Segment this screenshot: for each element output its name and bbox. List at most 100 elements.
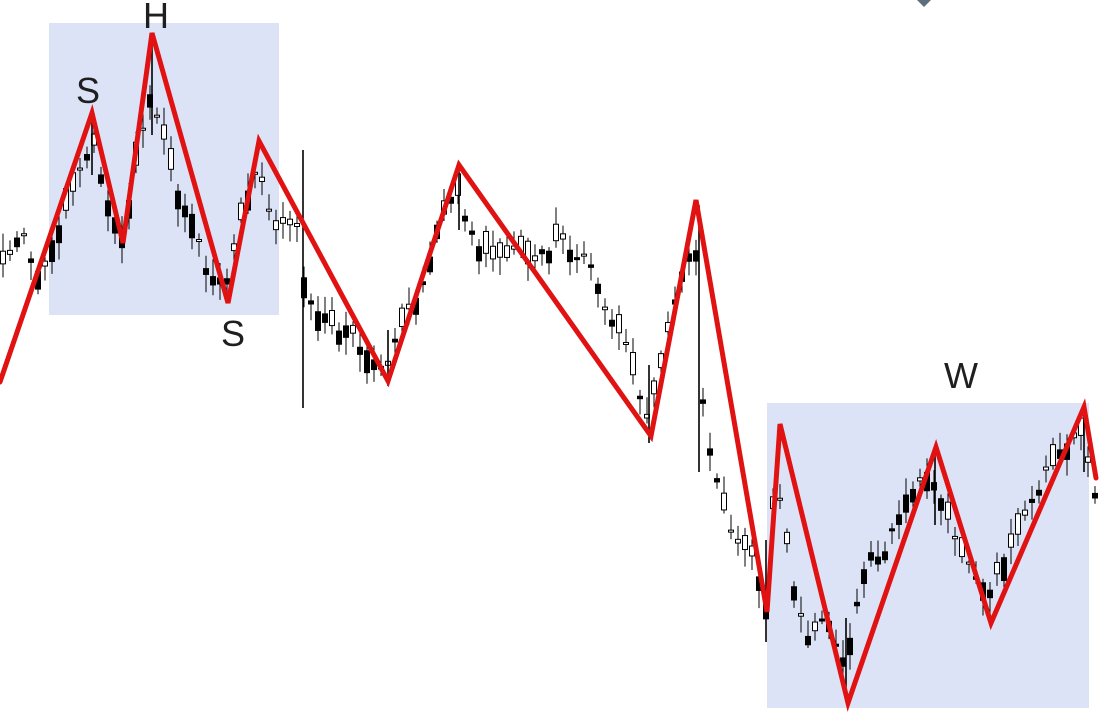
candle-body	[504, 245, 510, 258]
candle-body	[364, 350, 370, 374]
candle-body	[476, 246, 482, 262]
candle-body	[49, 240, 55, 263]
candle-body	[1001, 557, 1007, 582]
candle-body	[777, 497, 783, 501]
candle-body	[735, 538, 741, 544]
candle-body	[721, 492, 727, 511]
candle-body	[854, 601, 860, 607]
candle-body	[693, 250, 699, 262]
candle-body	[882, 551, 888, 561]
candle-body	[168, 148, 174, 170]
candle-body	[917, 477, 923, 482]
candle-body	[784, 531, 790, 545]
candle-body	[357, 346, 363, 355]
candle-body	[931, 482, 937, 491]
right-shoulder-label: S	[220, 313, 246, 354]
candle-body	[1050, 444, 1056, 467]
candle-body	[1015, 513, 1021, 535]
candle-body	[581, 253, 587, 257]
candle-body	[189, 213, 195, 239]
candle-body	[21, 233, 27, 237]
candle-body	[308, 300, 314, 305]
candle-body	[742, 535, 748, 551]
candle-body	[7, 249, 13, 255]
candle-body	[483, 230, 489, 254]
candle-body	[819, 618, 825, 622]
candle-body	[336, 330, 342, 345]
candle-body	[469, 230, 475, 235]
candle-body	[910, 488, 916, 503]
candle-body	[868, 552, 874, 561]
candle-body	[462, 215, 468, 222]
candle-body	[532, 255, 538, 262]
candle-body	[56, 225, 62, 244]
chevron-down-icon[interactable]	[917, 0, 931, 7]
candle-body	[315, 311, 321, 331]
candle-body	[182, 205, 188, 218]
candle-body	[861, 569, 867, 584]
candle-body	[952, 535, 958, 540]
candle-body	[497, 242, 503, 258]
w-bottom-region	[767, 403, 1089, 708]
candle-body	[28, 258, 34, 263]
candle-body	[546, 250, 552, 264]
candle-body	[1043, 466, 1049, 471]
candle-body	[203, 268, 209, 275]
candle-body	[105, 200, 111, 217]
candle-body	[889, 528, 895, 532]
w-pattern-label: W	[944, 355, 978, 396]
candle-body	[392, 338, 398, 343]
candle-body	[700, 399, 706, 404]
candle-body	[1029, 498, 1035, 503]
candle-body	[875, 556, 881, 565]
candle-body	[77, 167, 83, 171]
candle-body	[987, 589, 993, 599]
candle-body	[609, 319, 615, 327]
candle-body	[539, 249, 545, 255]
candle-body	[490, 245, 496, 260]
candle-body	[0, 250, 6, 265]
candle-body	[1008, 533, 1014, 548]
candle-body	[553, 223, 559, 242]
candle-body	[399, 307, 405, 328]
candle-body	[294, 222, 300, 228]
candle-body	[938, 498, 944, 511]
candle-body	[588, 264, 594, 268]
candle-body	[343, 325, 349, 338]
candle-body	[259, 176, 265, 182]
candle-body	[1092, 492, 1098, 499]
candle-body	[812, 621, 818, 632]
candle-body	[847, 637, 853, 656]
candle-body	[1022, 509, 1028, 516]
candle-body	[98, 174, 104, 184]
candle-body	[791, 586, 797, 601]
candle-body	[567, 249, 573, 263]
candle-body	[273, 220, 279, 231]
candle-body	[707, 448, 713, 456]
candle-body	[14, 237, 20, 248]
candle-body	[329, 309, 335, 327]
candle-body	[301, 277, 307, 299]
candle-body	[574, 257, 580, 261]
candle-body	[728, 529, 734, 533]
candle-body	[896, 514, 902, 525]
candle-body	[623, 341, 629, 345]
candle-body	[560, 233, 566, 240]
candle-body	[651, 380, 657, 395]
zigzag-trend-line	[0, 32, 1099, 712]
candle-body	[350, 324, 356, 334]
candle-body	[602, 306, 608, 311]
candle-body	[1085, 456, 1091, 463]
candle-body	[280, 217, 286, 224]
candle-body	[154, 114, 160, 118]
candle-body	[196, 239, 202, 243]
left-shoulder-label: S	[75, 70, 101, 111]
candle-body	[994, 561, 1000, 575]
candle-body	[322, 313, 328, 323]
candle-body	[210, 276, 216, 286]
candle-body	[945, 501, 951, 520]
head-label: H	[143, 0, 169, 36]
candle-body	[1036, 489, 1042, 496]
